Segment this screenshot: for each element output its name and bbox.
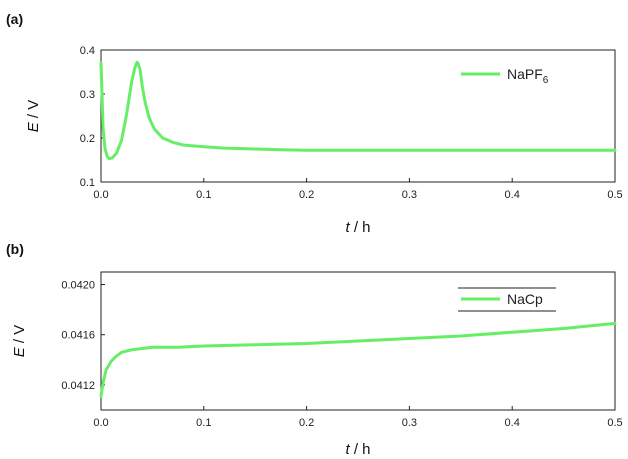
x-ticks-b: 0.0 0.1 0.2 0.3 0.4 0.5 <box>93 406 623 429</box>
y-ticks-a: 0.1 0.2 0.3 0.4 <box>80 45 105 189</box>
x-tick-label: 0.0 <box>93 189 108 201</box>
y-tick-label: 0.4 <box>80 45 95 57</box>
y-ticks-b: 0.0412 0.0416 0.0420 <box>61 280 105 392</box>
y-tick-label: 0.0420 <box>61 280 95 292</box>
panel-label-a: (a) <box>6 11 23 27</box>
x-ticks-a: 0.0 0.1 0.2 0.3 0.4 0.5 <box>93 178 623 201</box>
series-line-nacp <box>99 321 617 398</box>
x-tick-label: 0.4 <box>505 417 520 429</box>
x-tick-label: 0.3 <box>402 417 417 429</box>
plot-frame-b <box>100 271 616 411</box>
y-axis-label-a: E / V <box>25 100 42 133</box>
y-axis-label-b: E / V <box>11 325 28 358</box>
legend-b: NaCp <box>458 287 556 312</box>
legend-label-nacp: NaCp <box>507 291 543 307</box>
legend-a: NaPF6 <box>461 66 549 86</box>
series-line-napf6 <box>99 60 617 161</box>
x-tick-label: 0.2 <box>299 417 314 429</box>
x-tick-label: 0.0 <box>93 417 108 429</box>
panel-label-b: (b) <box>6 241 24 257</box>
x-tick-label: 0.3 <box>402 189 417 201</box>
x-tick-label: 0.5 <box>607 189 622 201</box>
x-tick-label: 0.1 <box>196 417 211 429</box>
panel-a: (a) 0.10.20.30.4 0.0 0.1 0.2 0.3 0.4 0.5 E / … <box>6 11 623 236</box>
legend-label-napf6: NaPF6 <box>507 66 549 86</box>
y-tick-label: 0.0416 <box>61 330 95 342</box>
x-axis-label-b: t / h <box>345 441 370 458</box>
x-tick-label: 0.4 <box>505 189 520 201</box>
x-axis-label-a: t / h <box>345 219 370 236</box>
x-tick-label: 0.2 <box>299 189 314 201</box>
y-tick-label: 0.2 <box>80 133 95 145</box>
x-tick-label: 0.5 <box>607 417 622 429</box>
y-tick-label: 0.3 <box>80 89 95 101</box>
plot-frame-a <box>100 49 616 183</box>
y-tick-label: 0.1 <box>80 177 95 189</box>
y-tick-label: 0.0412 <box>61 380 95 392</box>
x-tick-label: 0.1 <box>196 189 211 201</box>
